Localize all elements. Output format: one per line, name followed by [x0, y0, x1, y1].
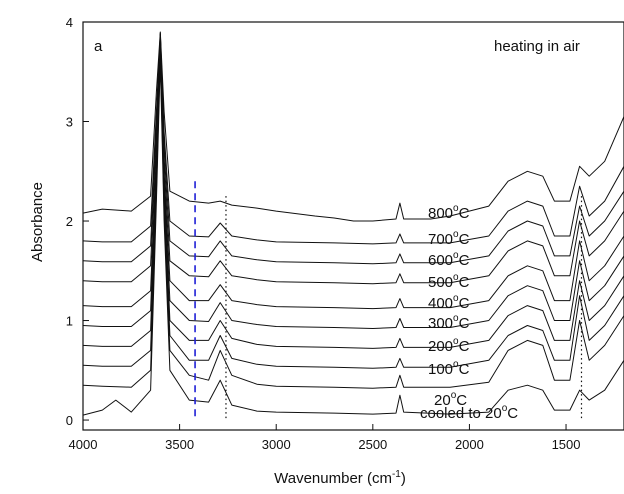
plot-frame	[82, 21, 624, 431]
y-axis-ticks: 0 1 2 3 4	[66, 15, 89, 428]
x-tick-label: 1500	[552, 437, 581, 452]
series-label: 300oC	[428, 313, 470, 332]
x-tick-label: 3500	[165, 437, 194, 452]
y-tick-label: 4	[66, 15, 73, 30]
series-line	[82, 34, 624, 285]
x-axis-title-sup: -1	[392, 469, 401, 480]
x-tick-label: 2500	[358, 437, 387, 452]
series-label: 700oC	[428, 229, 470, 248]
series-line	[82, 41, 624, 349]
x-tick-label: 3000	[262, 437, 291, 452]
x-axis-ticks: 4000 3500 3000 2500 2000 1500	[69, 424, 581, 452]
y-tick-label: 2	[66, 214, 73, 229]
series-label: 200oC	[428, 336, 470, 355]
y-axis-title: Absorbance	[29, 182, 46, 262]
x-axis-title-main: Wavenumber (cm	[274, 470, 392, 487]
series-label: 20oC	[434, 390, 467, 409]
series-line	[82, 31, 624, 222]
panel-label: a	[94, 38, 103, 55]
series-line	[82, 36, 624, 310]
series-label: 100oC	[428, 359, 470, 378]
y-tick-label: 1	[66, 314, 73, 329]
reference-lines	[194, 181, 583, 421]
series-label: cooled to 20oC	[420, 403, 518, 422]
y-tick-label: 3	[66, 115, 73, 130]
series-label: 600oC	[428, 250, 470, 269]
x-axis-title: Wavenumber (cm-1)	[274, 469, 406, 487]
series-label: 800oC	[428, 203, 470, 222]
series-label: 400oC	[428, 293, 470, 312]
annotation-text: heating in air	[494, 38, 580, 55]
x-tick-label: 2000	[455, 437, 484, 452]
series-group	[82, 31, 624, 416]
x-tick-label: 4000	[69, 437, 98, 452]
x-axis-title-close: )	[401, 470, 406, 487]
series-line	[82, 39, 624, 329]
series-label: 500oC	[428, 272, 470, 291]
y-tick-label: 0	[66, 413, 73, 428]
